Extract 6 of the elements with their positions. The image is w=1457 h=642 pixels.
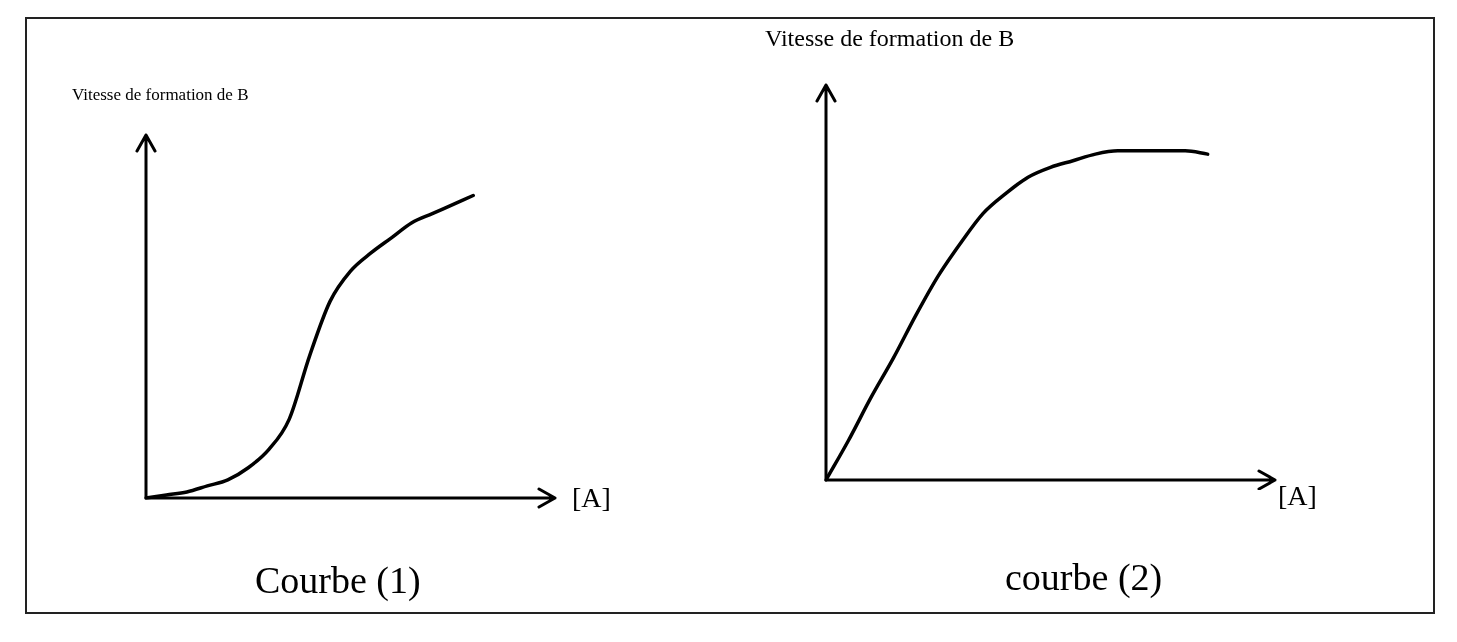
text: courbe (2) <box>1005 555 1163 599</box>
x-axis-title: [A] <box>572 482 611 514</box>
y-axis-title: Vitesse de formation de B <box>765 25 1015 52</box>
text: Courbe (1) <box>255 558 421 602</box>
x-axis-title: [A] <box>1278 480 1317 512</box>
y-axis-title: Vitesse de formation de B <box>72 85 249 105</box>
